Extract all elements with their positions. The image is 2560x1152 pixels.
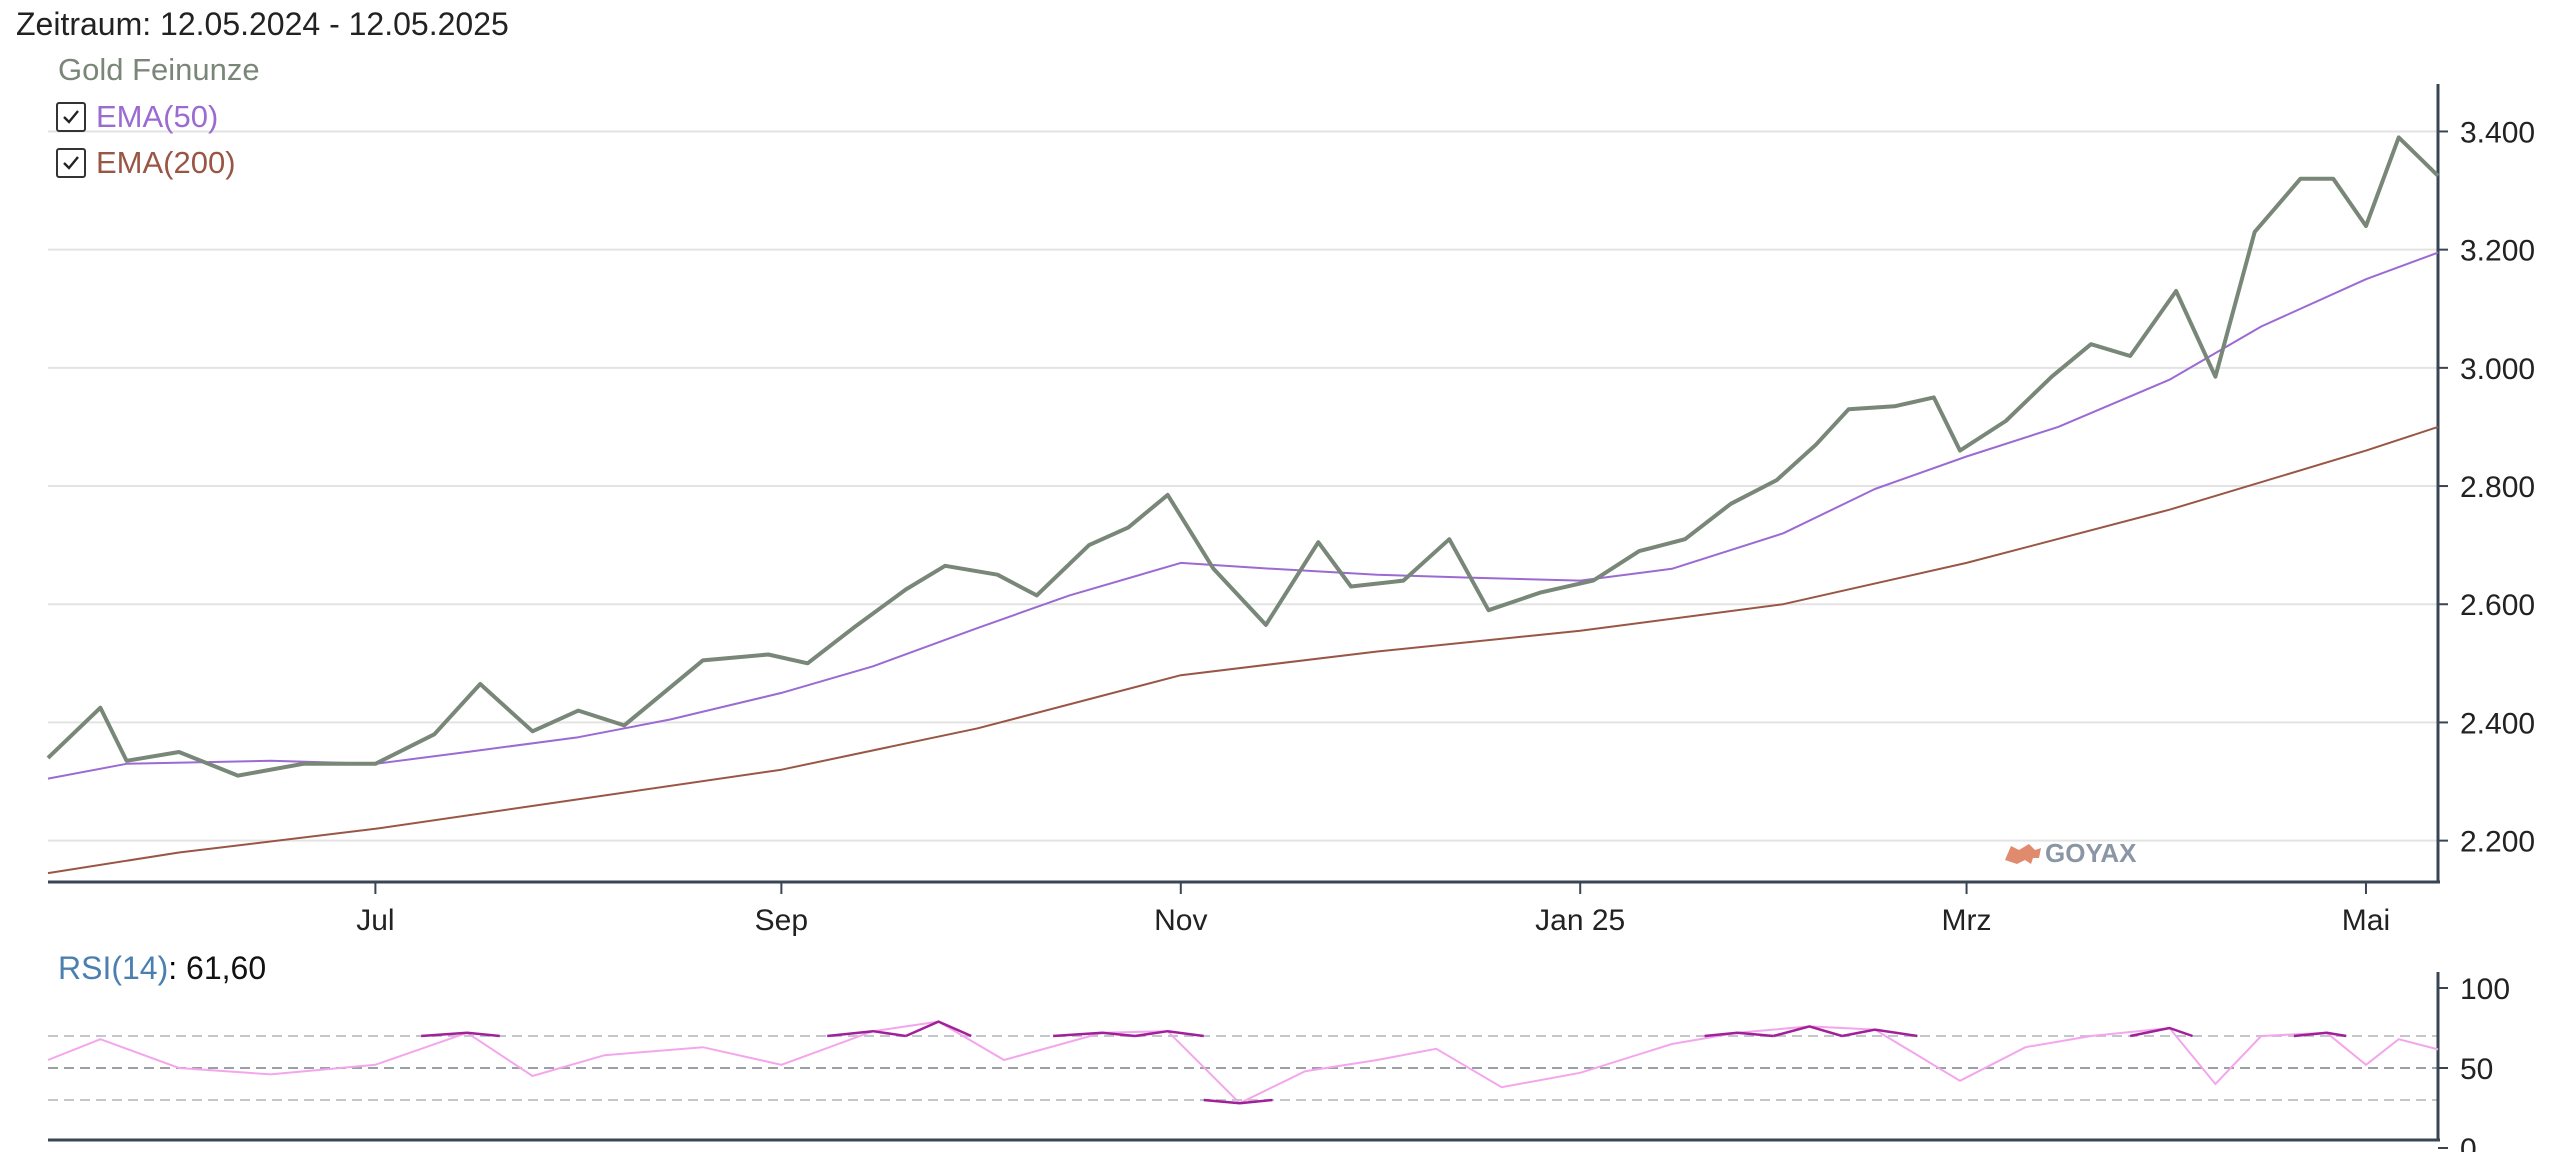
x-tick-label: Mai bbox=[2342, 904, 2390, 937]
y-tick-label: 2.800 bbox=[2460, 471, 2535, 504]
rsi-y-tick-label: 100 bbox=[2460, 973, 2510, 1006]
legend-title: Gold Feinunze bbox=[58, 52, 260, 87]
x-tick-label: Nov bbox=[1154, 904, 1207, 937]
rsi-extreme-segment bbox=[1134, 1029, 1204, 1038]
rsi-extreme-segment bbox=[2293, 1031, 2347, 1038]
checkmark-icon bbox=[63, 156, 79, 170]
x-tick-label: Sep bbox=[755, 904, 808, 937]
rsi-extreme-segment bbox=[1841, 1028, 1918, 1038]
rsi-y-tick-label: 50 bbox=[2460, 1053, 2493, 1086]
rsi-line bbox=[47, 1020, 2439, 1105]
rsi-extreme-segment bbox=[1773, 1025, 1843, 1038]
ema200-checkbox[interactable] bbox=[56, 148, 86, 178]
rsi-extreme-segment bbox=[1203, 1098, 1273, 1105]
rsi-label: RSI(14): 61,60 bbox=[58, 950, 266, 987]
x-tick-label: Jan 25 bbox=[1535, 904, 1625, 937]
y-tick-label: 2.600 bbox=[2460, 589, 2535, 622]
rsi-name: RSI(14) bbox=[58, 950, 169, 986]
rsi-separator: : bbox=[168, 950, 178, 986]
ema50-label: EMA(50) bbox=[96, 99, 219, 134]
legend-item-ema200[interactable]: EMA(200) bbox=[56, 140, 260, 186]
x-tick-label: Jul bbox=[356, 904, 394, 937]
ema50-line bbox=[47, 251, 2439, 780]
rsi-y-tick-label: 0 bbox=[2460, 1133, 2477, 1152]
y-tick-label: 3.200 bbox=[2460, 235, 2535, 268]
y-tick-label: 3.000 bbox=[2460, 353, 2535, 386]
y-tick-label: 3.400 bbox=[2460, 116, 2535, 149]
bull-icon bbox=[2005, 844, 2041, 864]
x-tick-label: Mrz bbox=[1942, 904, 1992, 937]
rsi-extreme-segment bbox=[827, 1029, 906, 1038]
legend-item-ema50[interactable]: EMA(50) bbox=[56, 94, 260, 140]
rsi-extreme-segment bbox=[905, 1020, 972, 1038]
checkmark-icon bbox=[63, 110, 79, 124]
rsi-extreme-segment bbox=[421, 1031, 500, 1038]
y-tick-label: 2.200 bbox=[2460, 826, 2535, 859]
rsi-extreme-segment bbox=[1053, 1031, 1136, 1038]
ema200-line bbox=[47, 425, 2439, 875]
rsi-extreme-segment bbox=[2129, 1026, 2193, 1038]
rsi-extreme-segment bbox=[1704, 1031, 1774, 1038]
legend: Gold Feinunze EMA(50) EMA(200) bbox=[56, 52, 260, 186]
period-label: Zeitraum: 12.05.2024 - 12.05.2025 bbox=[16, 6, 509, 42]
watermark-text: GOYAX bbox=[2045, 838, 2137, 868]
ema50-checkbox[interactable] bbox=[56, 102, 86, 132]
ema200-label: EMA(200) bbox=[96, 145, 236, 180]
goyax-logo: GOYAX bbox=[2005, 838, 2137, 868]
y-tick-label: 2.400 bbox=[2460, 707, 2535, 740]
price-line bbox=[46, 135, 2440, 778]
rsi-value: 61,60 bbox=[186, 950, 267, 986]
